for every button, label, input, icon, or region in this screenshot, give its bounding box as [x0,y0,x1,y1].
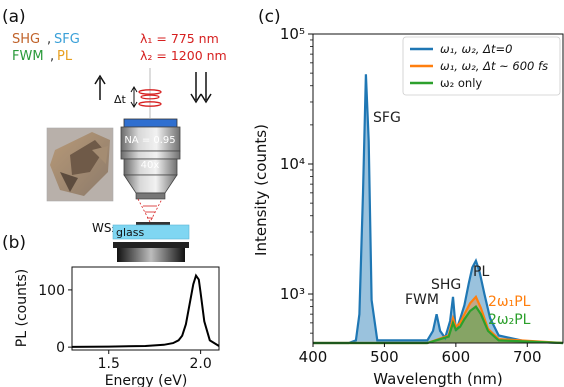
panel-c-ylabel: Intensity (counts) [252,124,270,256]
panel-b-ylabel: PL (counts) [14,269,30,347]
process-pl-label: PL [57,49,73,64]
lambda2-label: λ₂ = 1200 nm [140,48,227,63]
lambda1-label: λ₁ = 775 nm [140,31,219,46]
panel-c-xtick-label: 700 [513,348,542,366]
panel-c-series-lines [313,74,564,345]
panel-b-xtick-label: 1.5 [98,356,120,372]
panel-b-label: (b) [2,233,26,253]
panel-c-xlabel: Wavelength (nm) [373,370,503,387]
pulse-pair-icon [138,89,162,107]
panel-b-ytick-label: 100 [38,283,65,299]
legend-entry-1: ω₁, ω₂, Δt=0 [440,42,512,56]
pl-spectrum-line [71,273,220,348]
series-line-0 [313,74,564,345]
delay-bracket-icon [130,86,138,108]
panel-c-xtick-label: 400 [299,348,328,366]
objective-na-label: NA = 0.95 [124,135,175,146]
delay-label: Δt [114,93,127,106]
sample-micrograph-image [46,127,114,202]
objective-lens-icon [120,118,181,200]
legend: ω₁, ω₂, Δt=0 ω₁, ω₂, Δt ~ 600 fs ω₂ only [402,36,561,96]
panel-b-axes: 1.5 2.0 0 100 [38,283,211,372]
panel-b: (b) 1.5 2.0 0 100 PL (counts) Energy (eV) [2,233,220,387]
panel-b-xtick-label: 2.0 [189,356,211,372]
annotation-2w2pl: 2ω₂PL [488,312,531,328]
glass-substrate [112,224,190,240]
ws2-flake-icon [136,222,170,225]
panel-a: (a) SHG , SFG FWM , PL λ₁ = 775 nm λ₂ = … [2,7,227,262]
objective-mag-label: 40x [141,160,160,171]
stage-top [113,242,189,248]
panel-c: (c) 400 500 600 700 10³ 10⁴ 10⁵ Intensity (cou… [252,7,564,387]
panel-c-ytick-label: 10³ [280,285,305,303]
annotation-2w1pl: 2ω₁PL [488,294,531,310]
glass-label: glass [116,226,145,239]
panel-c-ytick-label: 10⁴ [280,155,305,173]
process-shg-label: SHG [12,32,40,47]
panel-c-ytick-label: 10⁵ [280,25,305,43]
annotation-sfg: SFG [373,110,401,126]
excitation-down-arrows-icon [190,72,212,104]
annotation-shg: SHG [431,277,461,293]
panel-c-axes: 400 500 600 700 10³ 10⁴ 10⁵ [280,25,542,366]
panel-c-plot-frame [312,33,564,344]
material-label: WS₂ [92,221,116,235]
process-sfg-label: SFG [54,32,80,47]
panel-b-ytick-label: 0 [56,340,65,356]
comma-separator: , [47,32,51,47]
stage-body [117,248,185,262]
panel-c-xtick-label: 600 [442,348,471,366]
annotation-pl: PL [473,264,489,280]
series-line-2 [313,305,564,345]
process-fwm-label: FWM [12,49,44,64]
annotation-fwm: FWM [405,292,439,308]
comma-separator: , [50,49,54,64]
legend-entry-3: ω₂ only [440,76,482,90]
legend-entry-2: ω₁, ω₂, Δt ~ 600 fs [440,59,548,73]
panel-b-plot-frame [71,266,220,351]
focus-cone-icon [137,198,163,223]
panel-c-xtick-label: 500 [370,348,399,366]
panel-c-label: (c) [258,7,281,27]
panel-a-label: (a) [2,7,26,27]
emission-up-arrow-icon [94,74,106,100]
panel-b-xlabel: Energy (eV) [105,373,188,387]
